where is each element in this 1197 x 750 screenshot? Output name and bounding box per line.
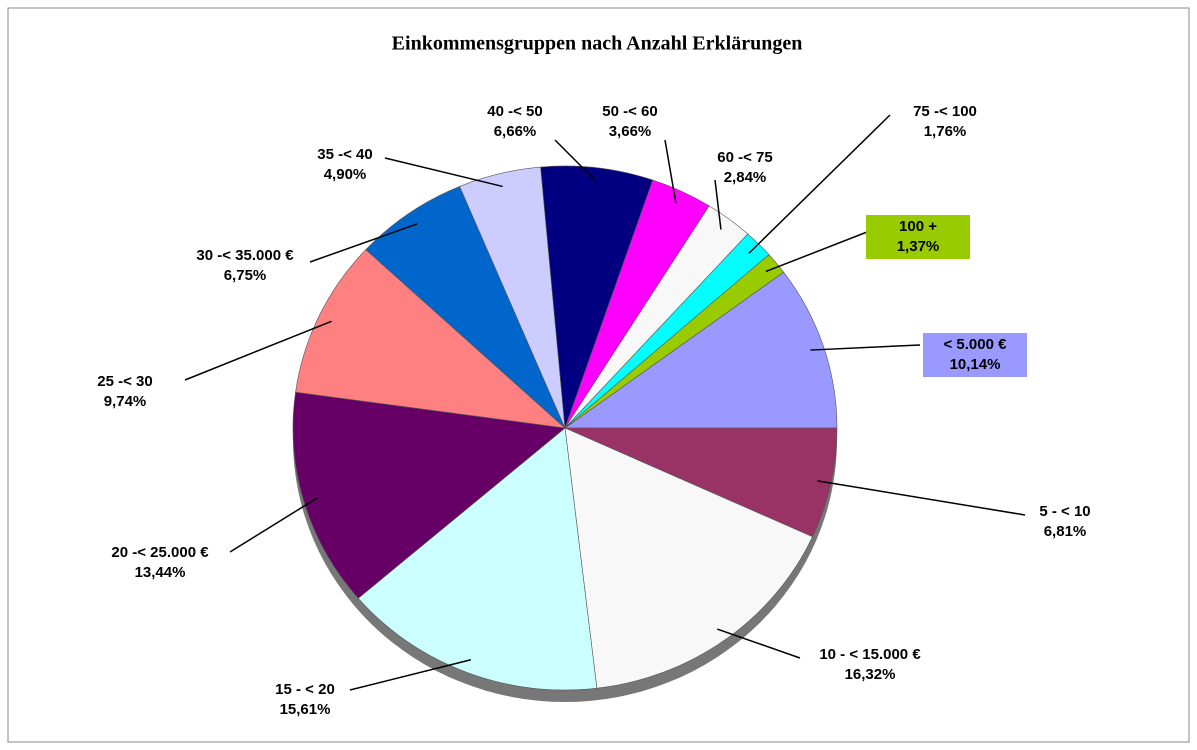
- leader-line: [664, 139, 677, 204]
- value-label: 15,61%: [280, 701, 331, 718]
- value-label: 6,75%: [224, 267, 267, 284]
- leader-line: [748, 114, 891, 254]
- pie-slice: [365, 186, 566, 429]
- leader-line: [384, 157, 503, 188]
- category-label: 20 -< 25.000 €: [111, 544, 209, 561]
- leader-line: [184, 320, 332, 381]
- category-label: 50 -< 60: [602, 103, 657, 120]
- category-label: 10 - < 15.000 €: [819, 646, 921, 663]
- leader-line: [717, 628, 801, 659]
- leader-line: [810, 344, 921, 351]
- category-label: 100 +: [899, 218, 937, 235]
- label-box: [866, 215, 970, 259]
- category-label: 5 - < 10: [1039, 503, 1090, 520]
- value-label: 1,37%: [897, 238, 940, 255]
- pie-slice: [564, 427, 813, 689]
- category-label: 25 -< 30: [97, 373, 152, 390]
- pie-slice: [540, 165, 654, 429]
- pie-slice: [564, 271, 838, 429]
- leader-line: [229, 497, 318, 553]
- leader-line: [309, 223, 418, 263]
- category-label: 40 -< 50: [487, 103, 542, 120]
- leader-line: [714, 179, 722, 230]
- value-label: 10,14%: [950, 356, 1001, 373]
- value-label: 13,44%: [135, 564, 186, 581]
- pie-slice: [357, 427, 598, 691]
- chart-title: Einkommensgruppen nach Anzahl Erklärunge…: [392, 33, 803, 55]
- category-label: 75 -< 100: [913, 103, 977, 120]
- value-label: 6,81%: [1044, 523, 1087, 540]
- category-label: 60 -< 75: [717, 149, 772, 166]
- value-label: 9,74%: [104, 393, 147, 410]
- category-label: < 5.000 €: [944, 336, 1008, 353]
- leader-line: [349, 659, 472, 691]
- value-label: 4,90%: [324, 166, 367, 183]
- pie-slice: [564, 254, 785, 429]
- category-label: 15 - < 20: [275, 681, 335, 698]
- value-label: 3,66%: [609, 123, 652, 140]
- leader-line: [765, 224, 886, 273]
- category-label: 35 -< 40: [317, 146, 372, 163]
- leader-line: [554, 139, 597, 182]
- value-label: 16,32%: [845, 666, 896, 683]
- value-label: 2,84%: [724, 169, 767, 186]
- leader-line: [817, 480, 1026, 516]
- pie-slice: [292, 391, 566, 599]
- category-label: 30 -< 35.000 €: [196, 247, 294, 264]
- value-label: 6,66%: [494, 123, 537, 140]
- value-label: 1,76%: [924, 123, 967, 140]
- pie-slice: [295, 249, 566, 429]
- label-box: [923, 333, 1027, 377]
